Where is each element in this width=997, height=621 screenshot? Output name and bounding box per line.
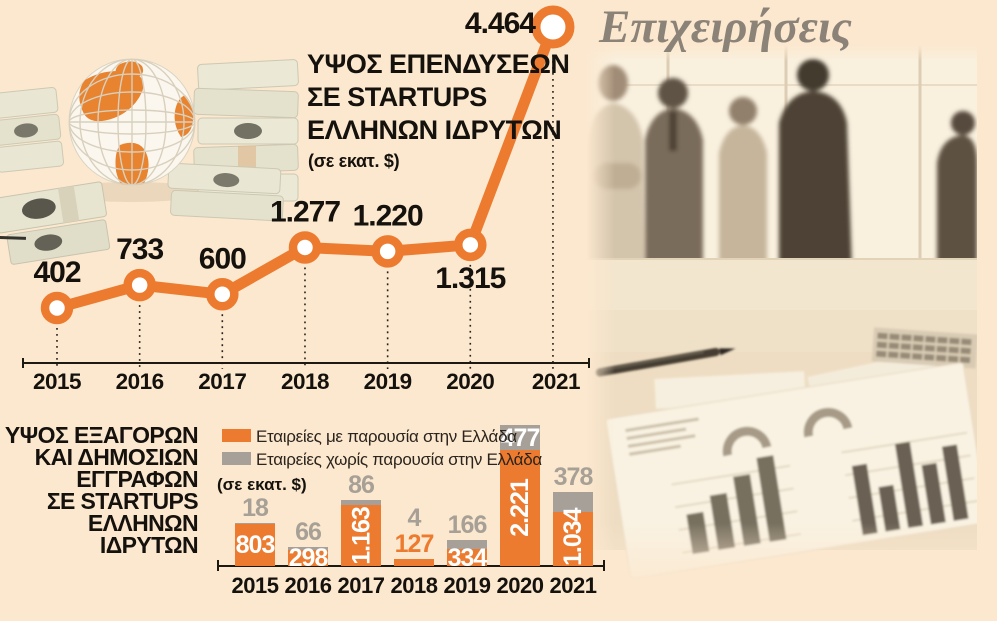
bar-gray-2019 [447, 540, 487, 549]
bar-chart-title-line2: ΚΑΙ ΔΗΜΟΣΙΩΝ [34, 444, 199, 470]
bar-year-label-2019: 2019 [443, 573, 491, 598]
data-point-marker-2015 [40, 291, 74, 325]
globe-money-photo [0, 58, 299, 265]
legend-swatch-gray [222, 452, 251, 465]
pen [595, 348, 736, 377]
bar-chart-unit: (σε εκατ. $) [217, 475, 307, 494]
bar-chart-x-axis [217, 565, 605, 567]
data-point-marker-2016 [123, 268, 156, 302]
bar-orange-2018 [394, 559, 434, 566]
money-bills-bottom-left [0, 181, 111, 265]
bar-year-label-2021: 2021 [549, 573, 597, 598]
mini-bar-chart-right [851, 441, 969, 536]
bar-orange-2019 [447, 549, 487, 566]
bar-orange-2020 [500, 450, 540, 566]
bar-value-gray-2017: 86 [348, 471, 375, 499]
bar-value-orange-2018: 127 [394, 530, 435, 558]
bar-gray-2020 [500, 425, 540, 450]
bar-gray-2021 [553, 492, 593, 512]
bar-value-orange-2021: 1.034 [559, 508, 587, 566]
investments-line-chart: 402 733 600 1.277 1.220 1.315 4.464 2015 2016 201… [22, 5, 590, 394]
person-man-2 [779, 59, 853, 300]
value-label-2016: 733 [116, 233, 163, 266]
bar-chart-title-line4: ΣΕ STARTUPS [46, 488, 199, 514]
legend-swatch-orange [222, 429, 251, 442]
line-chart-title-line3: ΕΛΛΗΝΩΝ ΙΔΡΥΤΩΝ [307, 115, 562, 145]
bar-value-orange-2019: 334 [447, 543, 488, 572]
table-surface [585, 258, 977, 312]
bar-chart-title: ΥΨΟΣ ΕΞΑΓΟΡΩΝ ΚΑΙ ΔΗΜΟΣΙΩΝ ΕΓΓΡΑΦΩΝ ΣΕ S… [2, 422, 199, 558]
line-chart-unit: (σε εκατ. $) [308, 151, 400, 171]
bar-orange-2021 [553, 512, 593, 566]
bar-gray-2017 [341, 500, 381, 505]
year-label-2020: 2020 [446, 369, 494, 394]
bar-year-label-2017: 2017 [337, 573, 385, 598]
year-label-2017: 2017 [198, 369, 246, 394]
bar-chart-title-line1: ΥΨΟΣ ΕΞΑΓΟΡΩΝ [4, 422, 199, 448]
masthead-title: Επιχειρήσεις [599, 1, 852, 53]
legend-label-with-presence: Εταιρείες με παρουσία στην Ελλάδα [256, 427, 517, 446]
bar-axis-end-tick-right [603, 560, 605, 571]
year-label-2018: 2018 [281, 369, 329, 394]
bar-orange-2016 [288, 550, 328, 566]
keyboard [871, 327, 977, 369]
value-label-2019: 1.220 [353, 199, 423, 232]
person-man-1 [645, 78, 703, 295]
bar-year-label-2015: 2015 [231, 573, 279, 598]
value-label-2020: 1.315 [435, 262, 505, 295]
bar-gray-2015 [235, 523, 275, 524]
value-label-2018: 1.277 [270, 195, 340, 228]
year-label-2015: 2015 [33, 369, 81, 394]
line-chart-title-line2: ΣΕ STARTUPS [307, 82, 487, 112]
value-label-2015: 402 [33, 256, 80, 289]
bar-value-orange-2015: 803 [235, 531, 276, 559]
bar-value-orange-2016: 298 [288, 544, 329, 572]
person-woman-2 [719, 97, 767, 295]
data-point-marker-2018 [288, 231, 322, 264]
photo-edge-line [0, 236, 27, 240]
bar-year-label-2018: 2018 [390, 573, 438, 598]
office-people-photo [585, 45, 977, 595]
bar-year-label-2016: 2016 [284, 573, 332, 598]
value-label-2017: 600 [199, 242, 246, 275]
bar-value-gray-2021: 378 [553, 463, 594, 491]
year-label-2021: 2021 [532, 369, 580, 394]
bar-value-gray-2020: 477 [500, 423, 541, 452]
data-point-marker-2021 [531, 5, 575, 49]
line-chart-title-line1: ΥΨΟΣ ΕΠΕΝΔΥΣΕΩΝ [307, 49, 570, 79]
bar-value-gray-2018: 4 [407, 504, 422, 532]
bar-value-gray-2019: 166 [447, 511, 488, 539]
bar-value-gray-2015: 18 [242, 494, 269, 522]
bar-chart-title-line3: ΕΓΓΡΑΦΩΝ [76, 466, 198, 492]
bar-axis-end-tick-left [217, 560, 219, 571]
legend-label-without-presence: Εταιρείες χωρίς παρουσία στην Ελλάδα [256, 450, 542, 469]
year-label-2016: 2016 [116, 369, 164, 394]
bar-value-gray-2016: 66 [295, 518, 322, 546]
mini-donut-charts [722, 407, 853, 457]
bar-orange-2015 [235, 524, 275, 566]
bar-year-label-2020: 2020 [496, 573, 544, 598]
year-label-2019: 2019 [364, 369, 412, 394]
data-point-marker-2020 [454, 228, 487, 262]
value-label-2021: 4.464 [465, 7, 536, 40]
bar-gray-2016 [288, 547, 328, 550]
money-stack-center [167, 162, 284, 222]
globe [68, 58, 196, 186]
bar-value-orange-2017: 1.163 [347, 506, 375, 565]
money-stack-left [0, 86, 65, 173]
bar-orange-2017 [341, 505, 381, 566]
data-point-marker-2019 [371, 235, 404, 268]
line-chart-title: ΥΨΟΣ ΕΠΕΝΔΥΣΕΩΝ ΣΕ STARTUPS ΕΛΛΗΝΩΝ ΙΔΡΥ… [307, 48, 570, 147]
bar-chart-title-line5: ΕΛΛΗΝΩΝ ΙΔΡΥΤΩΝ [87, 510, 199, 558]
data-point-marker-2017 [206, 278, 239, 311]
globe-grid [69, 59, 195, 185]
